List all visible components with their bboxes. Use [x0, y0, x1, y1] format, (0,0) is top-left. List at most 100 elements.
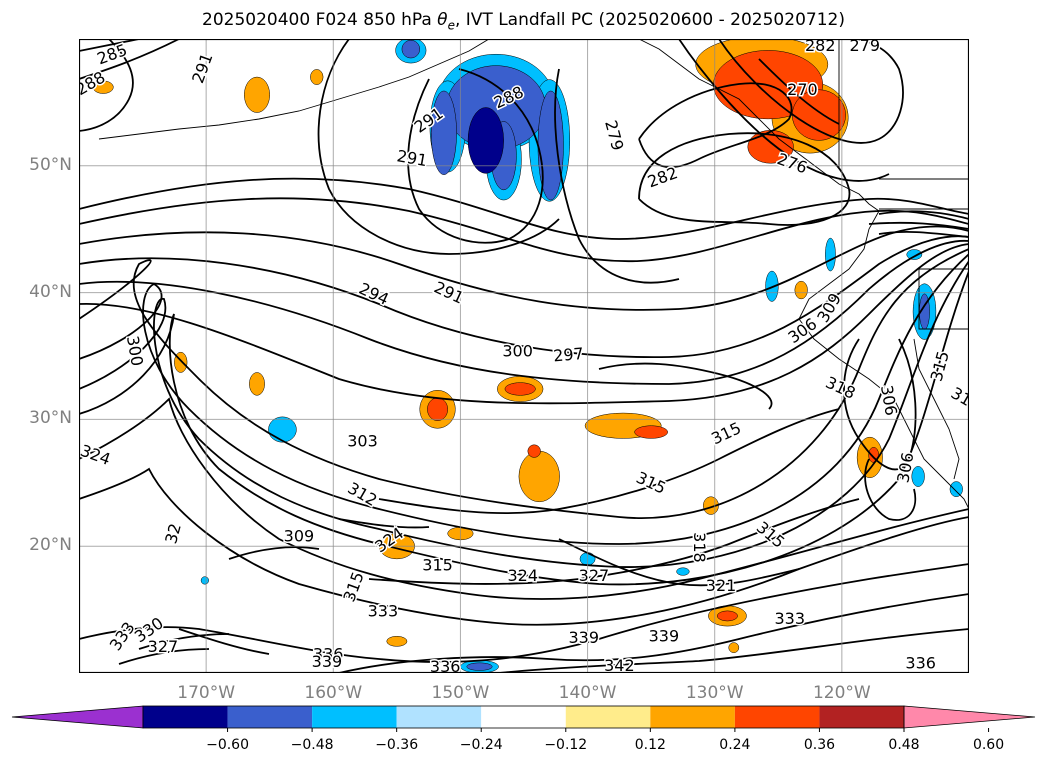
- contour-label: 336: [905, 653, 936, 672]
- ivt-fill-patch: [906, 249, 923, 260]
- longitude-tick-label: 150°W: [431, 683, 490, 703]
- contour-line: [864, 458, 917, 521]
- contour-line: [878, 230, 969, 238]
- state-border: [918, 269, 969, 330]
- coastline-west-coast: [798, 210, 969, 510]
- contour-line: [79, 260, 969, 568]
- map-frame: [79, 39, 969, 673]
- contour-line: [79, 270, 969, 586]
- ivt-fill-patch: [268, 416, 297, 443]
- graticule-layer: [79, 39, 969, 673]
- contour-line: [228, 546, 320, 560]
- ivt-fill-patch: [825, 237, 836, 272]
- contour-label: 309: [284, 527, 315, 546]
- ivt-fill-patch: [466, 662, 493, 671]
- longitude-tick-label: 120°W: [812, 683, 871, 703]
- colorbar-swatch: [396, 706, 482, 728]
- contour-label: 339: [568, 628, 599, 647]
- colorbar-swatch: [312, 706, 397, 728]
- contour-label: 333: [774, 609, 805, 628]
- contour-line: [79, 243, 969, 405]
- colorbar-over-arrow: [903, 705, 1036, 729]
- colorbar-tick-label: −0.24: [459, 737, 503, 753]
- contour-label: 315: [422, 556, 453, 575]
- colorbar-swatches: [11, 705, 1036, 732]
- ivt-fill-patch: [427, 397, 448, 421]
- contour-label: 282: [805, 39, 836, 55]
- contour-line: [79, 39, 134, 132]
- ivt-fill-patch: [244, 76, 270, 113]
- contour-label: 300: [502, 341, 533, 360]
- contour-label: 327: [579, 566, 610, 585]
- contour-line: [558, 538, 800, 587]
- contour-line: [317, 39, 560, 255]
- contour-label: 324: [507, 566, 538, 585]
- ivt-fill-patch: [518, 450, 560, 503]
- contour-line: [598, 362, 773, 410]
- colorbar-tick-label: −0.12: [544, 737, 588, 753]
- contour-line: [378, 408, 840, 515]
- colorbar-tick-label: 0.48: [888, 737, 920, 753]
- contour-line: [79, 177, 969, 240]
- ivt-fill-patch: [92, 80, 114, 94]
- ivt-fill-patch: [634, 425, 668, 439]
- contour-line: [554, 68, 680, 284]
- coastline-alaska-peninsula: [638, 39, 880, 212]
- colorbar-tick-label: −0.60: [206, 737, 249, 753]
- title-theta: θ: [437, 10, 448, 30]
- longitude-tick-label: 160°W: [304, 683, 363, 703]
- latitude-tick-label: 30°N: [29, 408, 72, 429]
- ivt-fill-patch: [504, 382, 536, 396]
- contour-line: [758, 58, 840, 125]
- contour-line: [79, 39, 180, 80]
- ivt-fill-patch: [467, 107, 504, 174]
- colorbar-swatch: [734, 706, 820, 728]
- contour-label: 339: [649, 627, 680, 646]
- ivt-fill-patch: [676, 567, 690, 576]
- ivt-fill-patch: [527, 444, 541, 458]
- ivt-fill-patch: [200, 576, 209, 585]
- title-text-part1: 2025020400 F024 850 hPa: [202, 10, 438, 30]
- colorbar-swatch: [481, 706, 566, 728]
- contour-line: [407, 68, 544, 244]
- contour-label: 279: [849, 39, 880, 55]
- colorbar-frame: [142, 705, 905, 729]
- colorbar-swatch: [650, 706, 735, 728]
- colorbar-tick-label: −0.48: [290, 737, 334, 753]
- contour-label: 297: [552, 344, 584, 366]
- colorbar-swatch: [143, 706, 228, 728]
- colorbar-tick-label: 0.12: [634, 737, 666, 753]
- colorbar-tick-label: 0.60: [972, 737, 1005, 753]
- title-subscript: e: [447, 18, 455, 33]
- ivt-fill-patch: [794, 280, 808, 300]
- contour-line: [178, 628, 270, 655]
- contour-line: [79, 225, 969, 311]
- contour-line: [338, 593, 969, 673]
- contour-line: [118, 648, 210, 665]
- ivt-fill-patch: [310, 69, 324, 85]
- contour-line: [368, 498, 860, 585]
- coastline-baja: [913, 338, 960, 480]
- contour-label: 336: [313, 644, 344, 663]
- latitude-tick-label: 40°N: [29, 281, 72, 302]
- ivt-fill-patch: [386, 635, 408, 647]
- colorbar-swatch: [227, 706, 313, 728]
- contour-line: [718, 39, 904, 144]
- coastline-alaska: [98, 39, 490, 140]
- ivt-fill-patch: [717, 610, 738, 622]
- contour-label: 318: [690, 532, 709, 563]
- contour-label: 336: [430, 657, 461, 673]
- contour-label: 303: [347, 431, 378, 450]
- ivt-fill-patch: [911, 466, 925, 487]
- colorbar-tick-label: 0.24: [719, 737, 751, 753]
- ivt-fill-patch: [728, 642, 740, 653]
- contour-line: [678, 39, 890, 182]
- contour-line: [843, 338, 917, 471]
- colorbar-swatch: [565, 706, 651, 728]
- contour-line: [868, 221, 969, 230]
- contour-line: [79, 253, 969, 545]
- contour-label: 321: [706, 576, 737, 595]
- contour-label: 339: [312, 652, 343, 671]
- contour-label: 342: [604, 656, 635, 673]
